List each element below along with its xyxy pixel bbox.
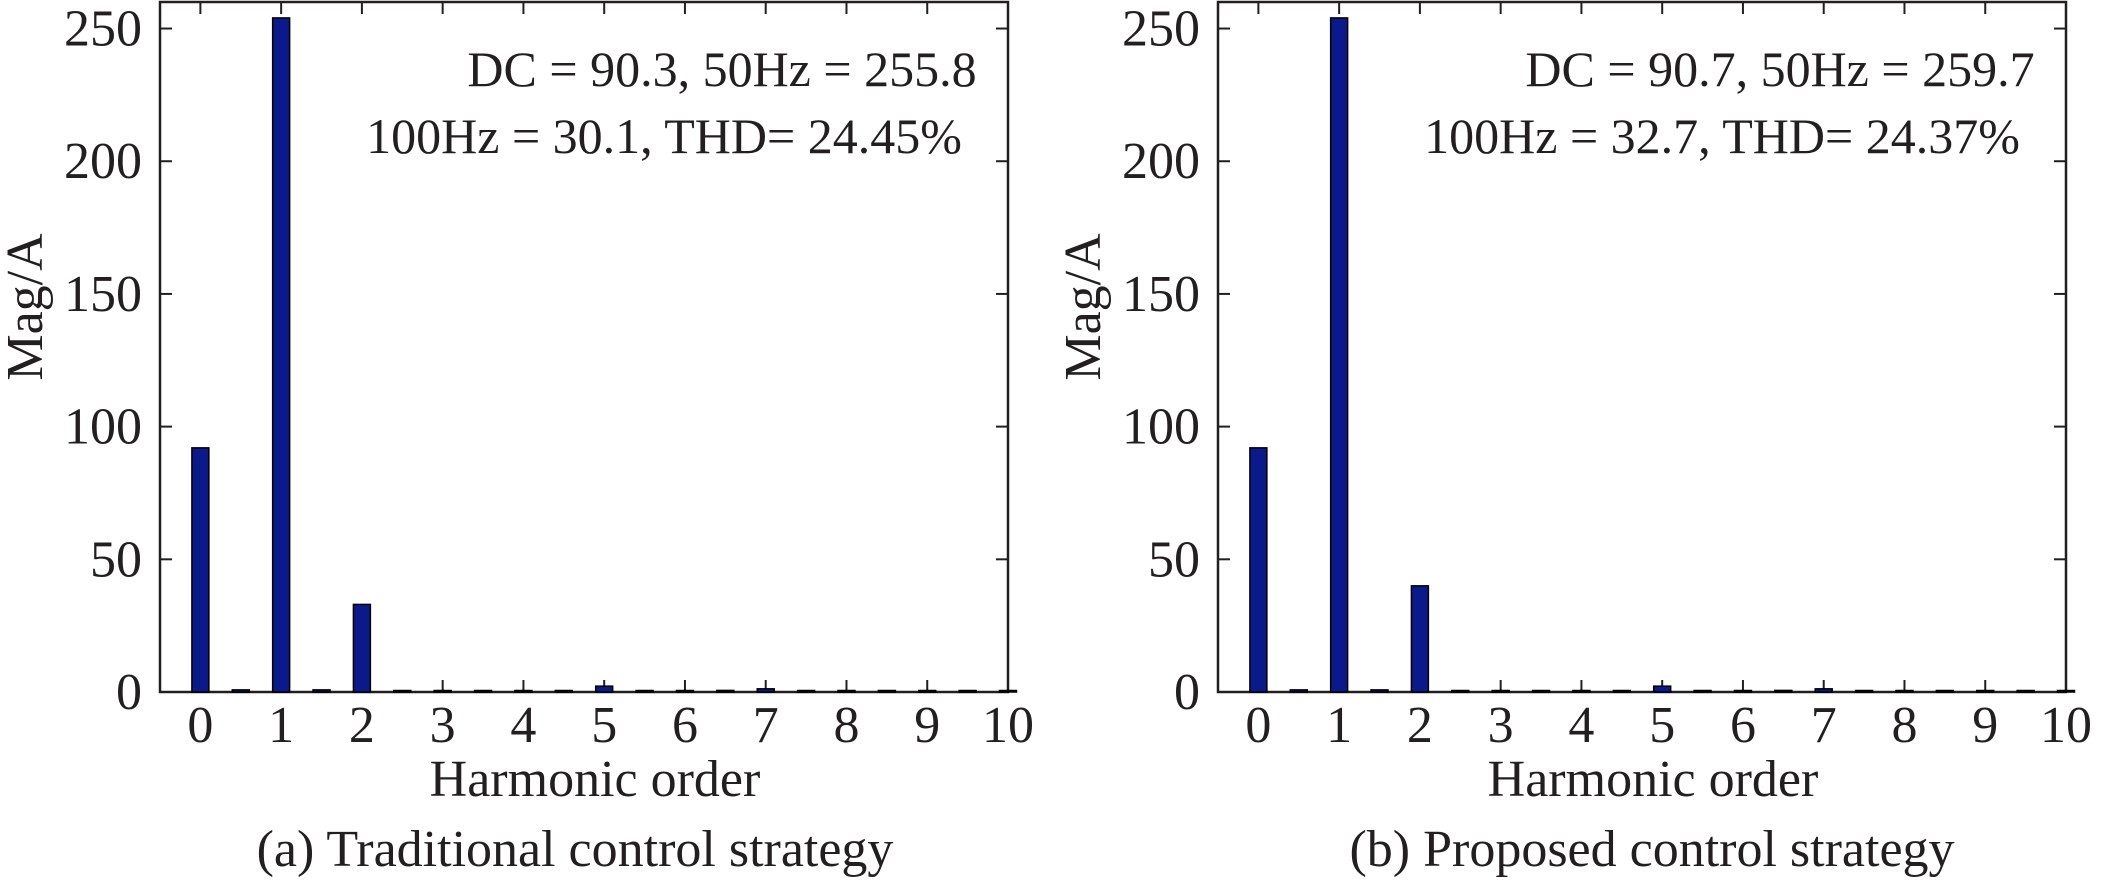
bar <box>877 689 897 693</box>
y-tick-label: 150 <box>64 266 142 323</box>
x-tick-label: 2 <box>349 697 375 754</box>
x-tick-label: 0 <box>1245 697 1271 754</box>
x-tick-label: 5 <box>1649 697 1675 754</box>
bar <box>393 689 412 693</box>
bar <box>1774 689 1793 693</box>
x-tick-label: 6 <box>1730 697 1756 754</box>
bar <box>635 689 654 693</box>
bar <box>1814 688 1833 693</box>
annotation-line-1: DC = 90.7, 50Hz = 259.7 <box>1525 41 2034 97</box>
x-axis-label: Harmonic order <box>1488 751 1819 808</box>
y-tick-label: 50 <box>1148 531 1200 588</box>
panel-caption: (a) Traditional control strategy <box>257 821 894 878</box>
bar <box>271 17 291 693</box>
x-tick-label: 7 <box>1811 697 1837 754</box>
bar <box>2056 689 2076 693</box>
bar <box>1289 689 1308 693</box>
y-tick-label: 0 <box>1174 664 1200 721</box>
annotation-line-2: 100Hz = 30.1, THD= 24.45% <box>366 108 962 164</box>
y-axis-label: Mag/A <box>0 233 54 381</box>
bar <box>1572 689 1591 693</box>
bar <box>998 689 1018 693</box>
x-tick-label: 8 <box>1891 697 1917 754</box>
y-tick-label: 100 <box>1122 399 1200 456</box>
x-tick-label: 9 <box>914 697 940 754</box>
bar <box>1370 689 1389 693</box>
x-tick-label: 10 <box>2040 697 2092 754</box>
x-tick-label: 3 <box>430 697 456 754</box>
bar <box>594 685 614 693</box>
annotation-line-1: DC = 90.3, 50Hz = 255.8 <box>467 41 976 97</box>
bar <box>675 689 695 693</box>
x-tick-label: 3 <box>1488 697 1514 754</box>
x-tick-label: 7 <box>753 697 779 754</box>
bar <box>231 689 250 693</box>
bar <box>554 689 574 693</box>
bar <box>756 688 775 693</box>
y-tick-label: 200 <box>1122 133 1200 190</box>
bar <box>1693 689 1712 693</box>
bar <box>1652 685 1672 693</box>
plot-frame <box>158 0 1010 694</box>
y-tick-label: 150 <box>1122 266 1200 323</box>
y-tick-label: 250 <box>64 1 142 58</box>
x-tick-label: 8 <box>833 697 859 754</box>
bar <box>796 689 816 693</box>
x-tick-label: 10 <box>982 697 1034 754</box>
y-tick-label: 0 <box>116 664 142 721</box>
x-tick-label: 2 <box>1407 697 1433 754</box>
x-tick-label: 0 <box>187 697 213 754</box>
bar <box>1733 689 1753 693</box>
bar <box>1935 689 1955 693</box>
bar <box>191 447 210 693</box>
bar <box>312 689 331 693</box>
bar <box>2016 689 2035 693</box>
x-tick-label: 9 <box>1972 697 1998 754</box>
y-tick-label: 100 <box>64 399 142 456</box>
x-axis-label: Harmonic order <box>430 751 761 808</box>
y-tick-label: 50 <box>90 531 142 588</box>
bar <box>1895 689 1914 693</box>
plot-frame <box>1216 0 2068 694</box>
bar-series <box>191 17 1018 693</box>
panel-caption: (b) Proposed control strategy <box>1349 821 1954 878</box>
bar <box>1249 447 1268 693</box>
annotation-line-2: 100Hz = 32.7, THD= 24.37% <box>1424 108 2020 164</box>
bar <box>514 689 533 693</box>
x-tick-label: 6 <box>672 697 698 754</box>
bar <box>1976 689 1995 693</box>
x-tick-label: 1 <box>268 697 294 754</box>
bar <box>473 689 493 693</box>
bar <box>918 689 937 693</box>
bar <box>958 689 977 693</box>
bar <box>1329 17 1349 693</box>
x-tick-label: 1 <box>1326 697 1352 754</box>
bar <box>1854 689 1874 693</box>
bar <box>352 603 372 693</box>
bar <box>1612 689 1632 693</box>
bar <box>1491 689 1510 693</box>
y-tick-label: 200 <box>64 133 142 190</box>
x-tick-label: 4 <box>1568 697 1594 754</box>
bar-series <box>1249 17 2076 693</box>
x-tick-label: 5 <box>591 697 617 754</box>
bar <box>433 689 452 693</box>
y-axis-label: Mag/A <box>1055 233 1112 381</box>
bar <box>837 689 856 693</box>
bar <box>1531 689 1551 693</box>
x-tick-label: 4 <box>510 697 536 754</box>
y-tick-label: 250 <box>1122 1 1200 58</box>
bar <box>1410 585 1430 693</box>
bar <box>1451 689 1470 693</box>
bar <box>716 689 735 693</box>
